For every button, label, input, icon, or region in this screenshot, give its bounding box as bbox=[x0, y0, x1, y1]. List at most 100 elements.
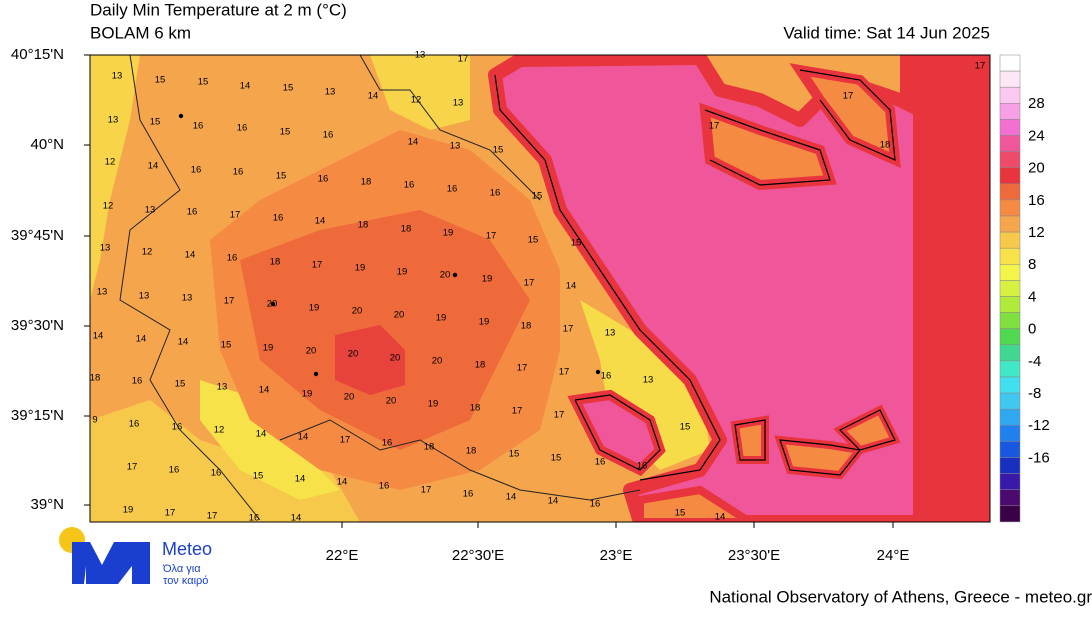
colorbar-bin bbox=[999, 119, 1021, 136]
lon-label: 23°30'E bbox=[728, 547, 780, 564]
temp-label: 16 bbox=[193, 121, 204, 132]
temp-label: 19 bbox=[482, 274, 493, 285]
colorbar-bin bbox=[999, 103, 1021, 120]
temp-label: 15 bbox=[571, 238, 582, 249]
colorbar-label: 16 bbox=[1028, 192, 1045, 209]
logo-name: Meteo bbox=[162, 539, 212, 559]
colorbar-bin bbox=[999, 183, 1021, 201]
temp-label: 20 bbox=[344, 392, 355, 403]
temp-label: 18 bbox=[270, 257, 281, 268]
temp-label: 13 bbox=[450, 141, 461, 152]
temp-label: 14 bbox=[715, 512, 726, 523]
temp-label: 15 bbox=[253, 471, 264, 482]
city bbox=[178, 113, 184, 119]
temp-label: 18 bbox=[358, 220, 369, 231]
logo-tagline: τον καιρό bbox=[163, 575, 208, 587]
temp-label: 18 bbox=[475, 360, 486, 371]
temp-label: 16 bbox=[227, 253, 238, 264]
temp-label: 13 bbox=[453, 98, 464, 109]
colorbar-bin bbox=[999, 167, 1021, 185]
temp-label: 15 bbox=[175, 379, 186, 390]
temp-label: 17 bbox=[230, 210, 241, 221]
temp-label: 18 bbox=[880, 140, 891, 151]
colorbar-bin bbox=[999, 296, 1021, 313]
colorbar-bin bbox=[999, 328, 1021, 346]
temp-label: 20 bbox=[352, 306, 363, 317]
temp-label: 20 bbox=[390, 353, 401, 364]
temp-label: 15 bbox=[276, 171, 287, 182]
temp-label: 17 bbox=[709, 121, 720, 132]
temp-label: 19 bbox=[443, 228, 454, 239]
colorbar-bin bbox=[999, 376, 1021, 394]
temp-label: 13 bbox=[217, 382, 228, 393]
temp-label: 17 bbox=[312, 260, 323, 271]
temp-label: 14 bbox=[136, 334, 147, 345]
temp-label: 17 bbox=[127, 462, 138, 473]
temp-label: 16 bbox=[601, 371, 612, 382]
colorbar-bin bbox=[999, 457, 1021, 474]
temp-label: 16 bbox=[129, 419, 140, 430]
temp-label: 19 bbox=[479, 317, 490, 328]
cool-zone bbox=[200, 380, 340, 500]
temp-label: 17 bbox=[563, 324, 574, 335]
colorbar-bin bbox=[999, 231, 1021, 249]
temp-label: 16 bbox=[249, 513, 260, 524]
temp-label: 18 bbox=[361, 177, 372, 188]
colorbar-bin bbox=[999, 135, 1021, 152]
footer: National Observatory of Athens, Greece -… bbox=[709, 587, 1092, 606]
colorbar-bin bbox=[999, 344, 1021, 362]
lon-label: 22°E bbox=[326, 547, 359, 564]
temp-label: 18 bbox=[470, 403, 481, 414]
logo-tagline: Όλα για bbox=[162, 563, 201, 575]
colorbar-bin bbox=[999, 505, 1021, 523]
temp-label: 17 bbox=[512, 406, 523, 417]
colorbar-label: 20 bbox=[1028, 160, 1045, 177]
lat-label: 39°15'N bbox=[11, 407, 64, 424]
colorbar-bin bbox=[999, 151, 1021, 168]
temp-label: 19 bbox=[302, 389, 313, 400]
temp-label: 13 bbox=[112, 71, 123, 82]
temp-label: 16 bbox=[233, 167, 244, 178]
colorbar-bin bbox=[999, 215, 1021, 233]
temp-label: 16 bbox=[379, 481, 390, 492]
temp-label: 13 bbox=[415, 50, 426, 61]
temp-label: 19 bbox=[436, 313, 447, 324]
temp-label: 15 bbox=[493, 145, 504, 156]
temp-label: 14 bbox=[368, 91, 379, 102]
temp-label: 15 bbox=[155, 75, 166, 86]
temp-label: 17 bbox=[207, 511, 218, 522]
temp-label: 14 bbox=[506, 492, 517, 503]
temp-label: 16 bbox=[382, 438, 393, 449]
border bbox=[119, 55, 641, 521]
cool-zone bbox=[90, 55, 140, 300]
title: Daily Min Temperature at 2 m (°C) bbox=[90, 0, 347, 19]
temp-label: 15 bbox=[680, 422, 691, 433]
temp-label: 16 bbox=[404, 180, 415, 191]
temp-label: 16 bbox=[191, 165, 202, 176]
temp-label: 14 bbox=[240, 81, 251, 92]
colorbar-bin bbox=[999, 54, 1021, 72]
city bbox=[313, 371, 319, 377]
colorbar-bin bbox=[999, 408, 1021, 426]
colorbar-label: -12 bbox=[1028, 417, 1050, 434]
temp-label: 15 bbox=[283, 83, 294, 94]
temp-label: 20 bbox=[440, 270, 451, 281]
temp-label: 19 bbox=[309, 303, 320, 314]
temp-label: 13 bbox=[605, 328, 616, 339]
temp-label: 14 bbox=[185, 250, 196, 261]
temp-label: 16 bbox=[590, 499, 601, 510]
temp-label: 14 bbox=[548, 496, 559, 507]
colorbar-label: 24 bbox=[1028, 127, 1045, 144]
temp-label: 15 bbox=[532, 191, 543, 202]
colorbar-bin bbox=[999, 489, 1021, 507]
colorbar-bin bbox=[999, 199, 1021, 217]
temp-label: 18 bbox=[424, 442, 435, 453]
temp-label: 17 bbox=[975, 61, 986, 72]
city bbox=[595, 369, 601, 375]
temp-label: 19 bbox=[428, 399, 439, 410]
temp-label: 14 bbox=[315, 216, 326, 227]
temp-label: 14 bbox=[337, 477, 348, 488]
colorbar-bin bbox=[999, 425, 1021, 442]
temp-label: 17 bbox=[486, 231, 497, 242]
lat-label: 39°N bbox=[30, 496, 64, 513]
